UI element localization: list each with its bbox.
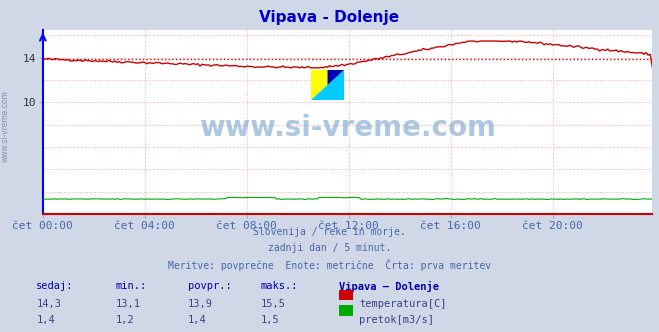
Polygon shape [328,70,344,85]
Text: 13,1: 13,1 [115,299,140,309]
Text: Meritve: povprečne  Enote: metrične  Črta: prva meritev: Meritve: povprečne Enote: metrične Črta:… [168,259,491,271]
Text: zadnji dan / 5 minut.: zadnji dan / 5 minut. [268,243,391,253]
Text: sedaj:: sedaj: [36,281,74,290]
Text: 13,9: 13,9 [188,299,213,309]
Polygon shape [311,70,344,100]
Text: www.si-vreme.com: www.si-vreme.com [1,90,10,162]
Text: temperatura[C]: temperatura[C] [359,299,447,309]
Text: min.:: min.: [115,281,146,290]
Polygon shape [311,70,344,100]
Text: Vipava - Dolenje: Vipava - Dolenje [260,10,399,25]
Text: pretok[m3/s]: pretok[m3/s] [359,315,434,325]
Text: Slovenija / reke in morje.: Slovenija / reke in morje. [253,227,406,237]
Text: 15,5: 15,5 [260,299,285,309]
Text: 1,4: 1,4 [188,315,206,325]
Text: povpr.:: povpr.: [188,281,231,290]
Text: 1,4: 1,4 [36,315,55,325]
Text: 1,2: 1,2 [115,315,134,325]
Text: 14,3: 14,3 [36,299,61,309]
Text: 1,5: 1,5 [260,315,279,325]
Text: Vipava – Dolenje: Vipava – Dolenje [339,281,440,291]
Text: www.si-vreme.com: www.si-vreme.com [199,114,496,141]
Text: maks.:: maks.: [260,281,298,290]
